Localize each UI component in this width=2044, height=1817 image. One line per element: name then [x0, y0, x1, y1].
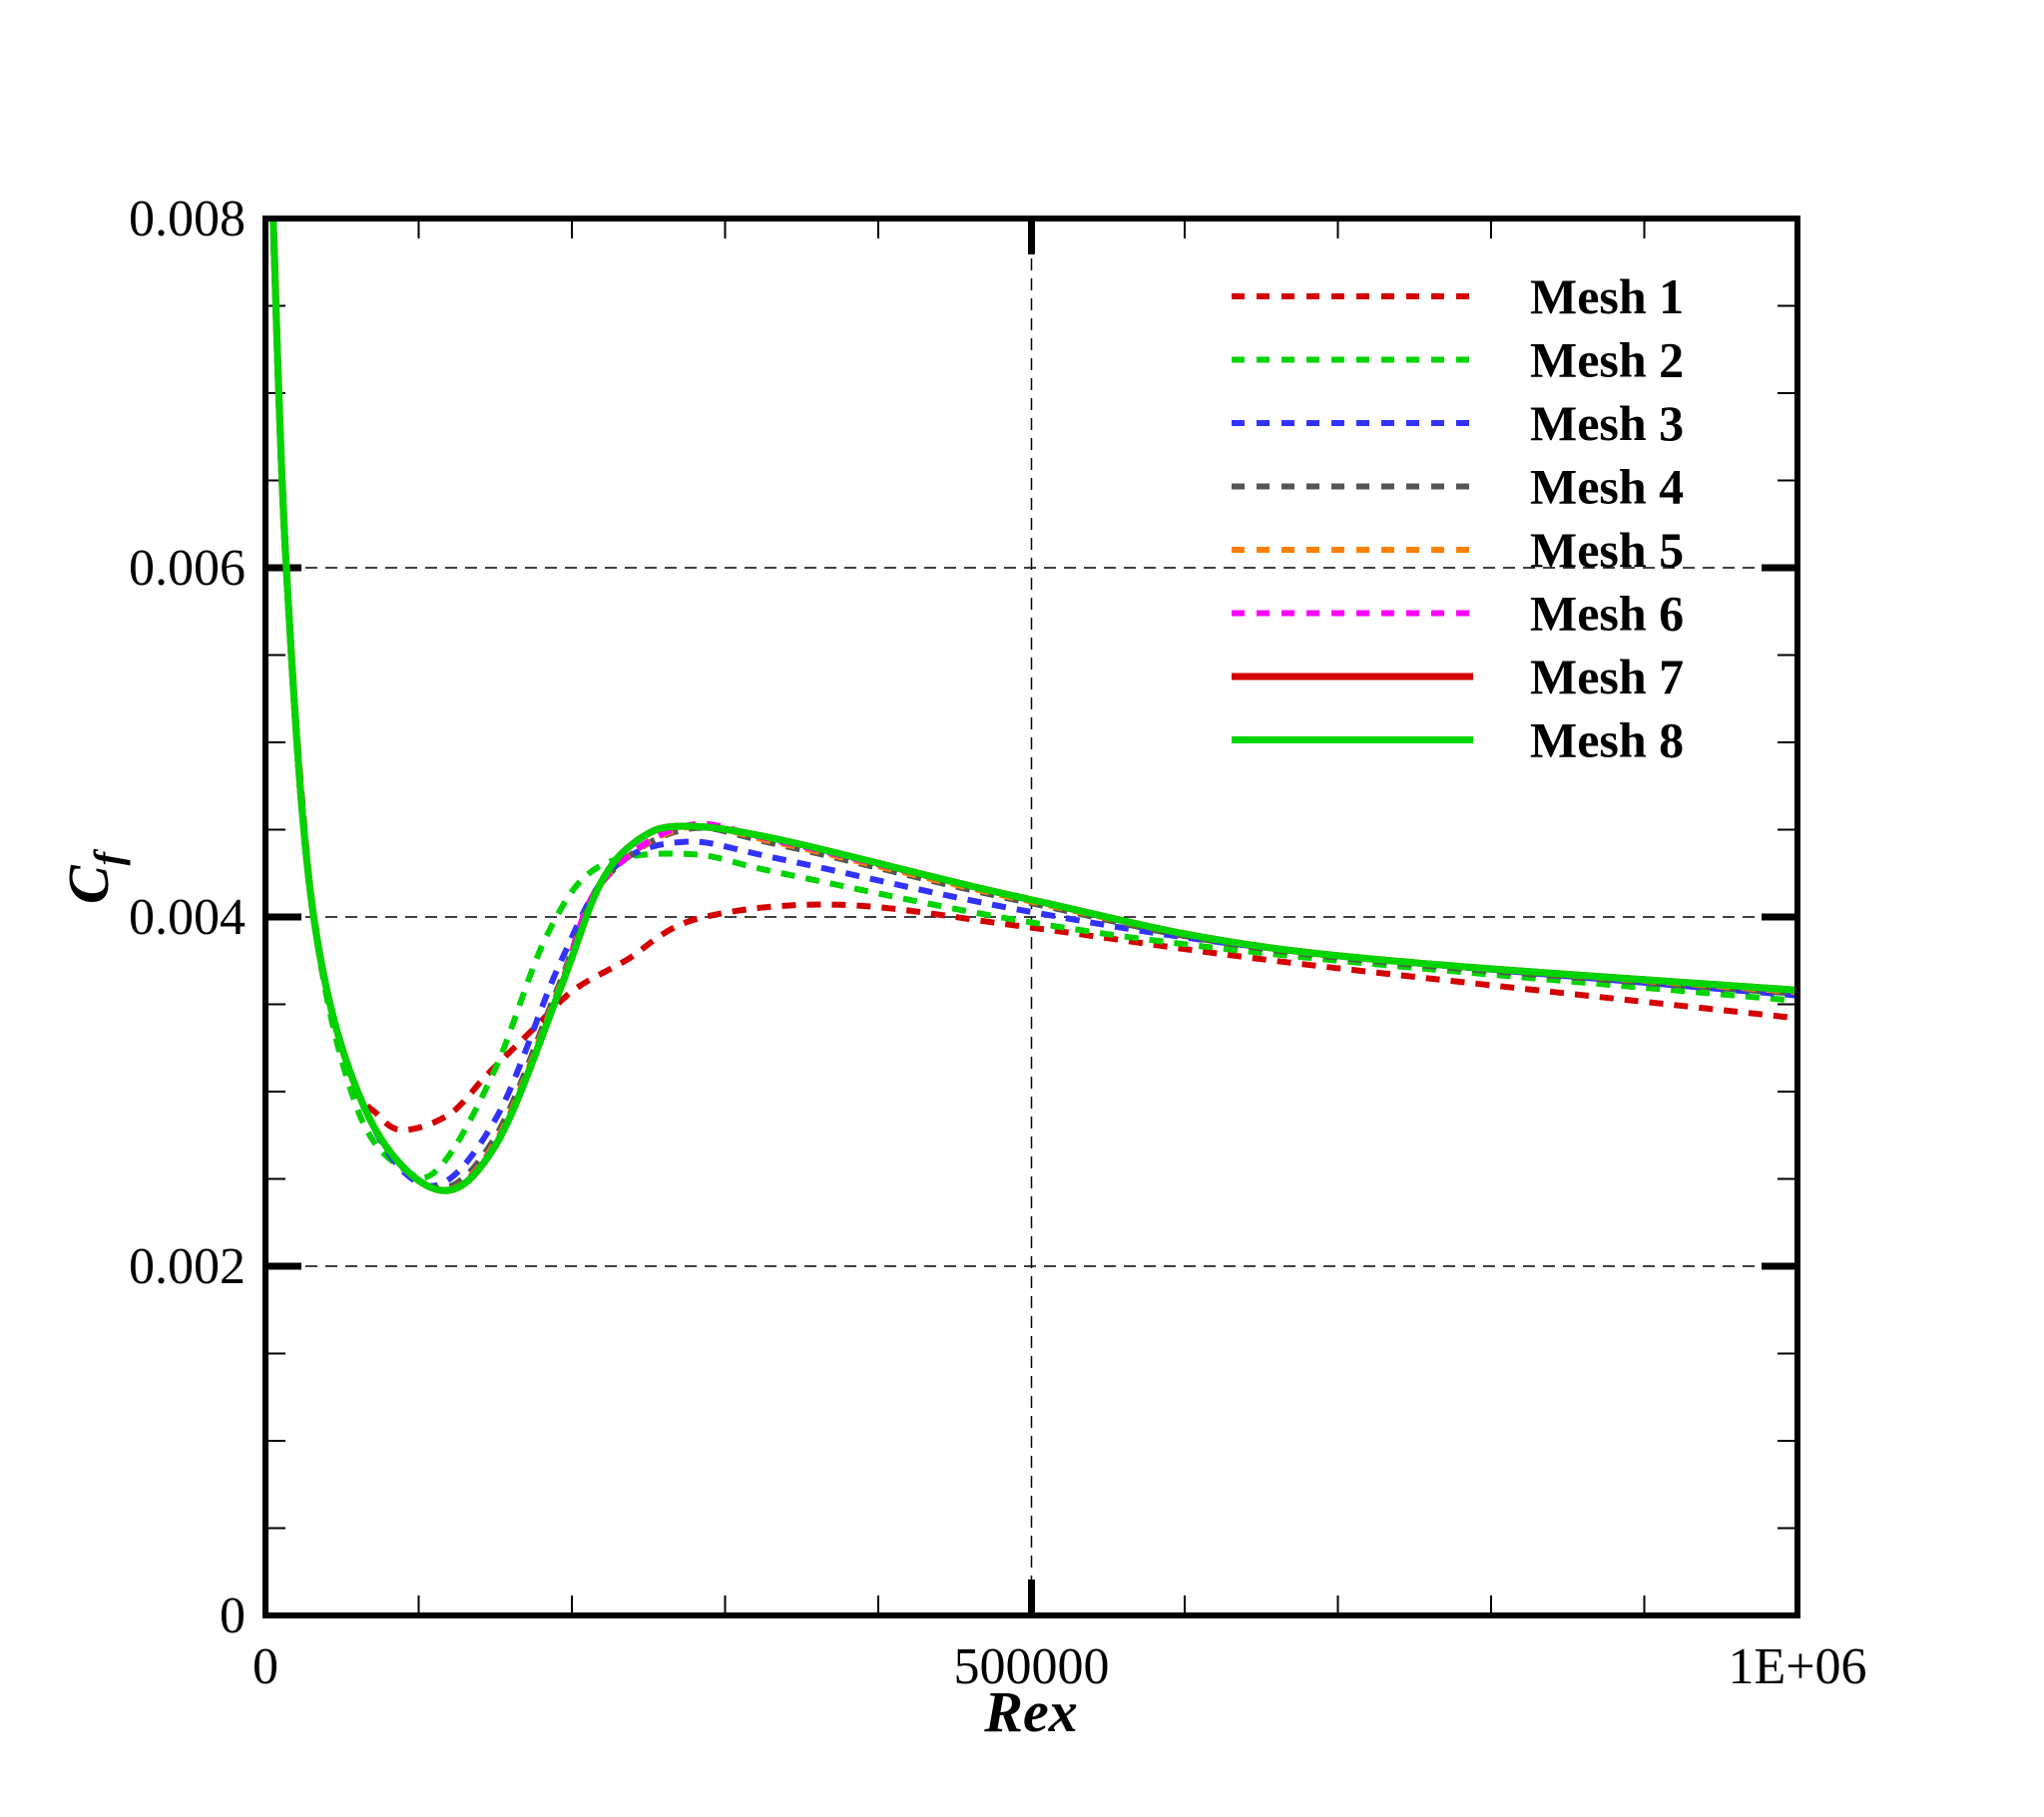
- x-tick-label: 500000: [954, 1638, 1110, 1695]
- y-tick-label: 0.002: [129, 1238, 246, 1295]
- legend: Mesh 1 Mesh 2 Mesh 3 Mesh 4 Mesh 5 Mesh 6 Mesh…: [1232, 268, 1684, 768]
- y-axis-title: Cf: [56, 848, 131, 904]
- grid-lines: [265, 219, 1797, 1615]
- legend-label: Mesh 4: [1530, 459, 1684, 515]
- legend-item: Mesh 8: [1232, 712, 1684, 768]
- axis-ticks: [265, 219, 1797, 1615]
- x-axis-title: Rex: [983, 1679, 1077, 1744]
- legend-item: Mesh 1: [1232, 268, 1684, 324]
- legend-label: Mesh 5: [1530, 522, 1684, 578]
- y-tick-label: 0.004: [129, 889, 246, 946]
- y-tick-labels: 0 0.002 0.004 0.006 0.008: [129, 191, 246, 1644]
- legend-item: Mesh 2: [1232, 332, 1684, 388]
- plot-frame: [262, 216, 1800, 1618]
- legend-label: Mesh 2: [1530, 332, 1684, 388]
- x-tick-labels: 0 500000 1E+06: [253, 1638, 1867, 1695]
- legend-item: Mesh 3: [1232, 395, 1684, 451]
- y-tick-label: 0.008: [129, 191, 246, 247]
- legend-label: Mesh 7: [1530, 649, 1684, 704]
- legend-item: Mesh 4: [1232, 459, 1684, 515]
- legend-label: Mesh 1: [1530, 268, 1684, 324]
- series-lines: [269, 219, 1797, 1194]
- y-tick-label: 0: [220, 1588, 246, 1644]
- series-line-mesh-3: [269, 219, 1797, 1189]
- legend-label: Mesh 6: [1530, 586, 1684, 642]
- legend-item: Mesh 7: [1232, 649, 1684, 704]
- legend-label: Mesh 3: [1530, 395, 1684, 451]
- legend-label: Mesh 8: [1530, 712, 1684, 768]
- series-line-mesh-8: [269, 219, 1797, 1194]
- legend-item: Mesh 5: [1232, 522, 1684, 578]
- y-tick-label: 0.006: [129, 540, 246, 597]
- series-line-mesh-2: [269, 219, 1797, 1181]
- legend-item: Mesh 6: [1232, 586, 1684, 642]
- x-tick-label: 0: [253, 1638, 278, 1695]
- x-tick-label: 1E+06: [1728, 1638, 1866, 1695]
